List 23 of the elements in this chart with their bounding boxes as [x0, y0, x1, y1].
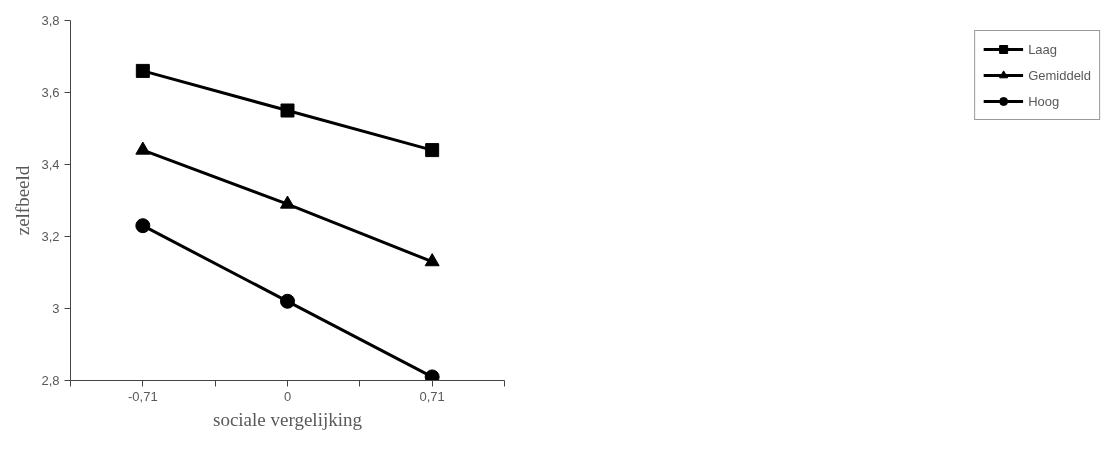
point: [135, 141, 151, 155]
point: [425, 143, 440, 158]
point: [135, 218, 151, 234]
legend-label: Hoog: [1028, 93, 1060, 109]
point: [135, 63, 150, 78]
point: [424, 253, 440, 267]
x-tick-label: 0,71: [419, 388, 445, 404]
point: [280, 195, 295, 209]
x-axis-title: sociale vergelijking: [213, 408, 363, 430]
y-tick-label: 3,2: [41, 229, 60, 244]
point: [280, 293, 295, 309]
point: [280, 103, 295, 118]
y-tick-label: 3,6: [41, 85, 60, 100]
y-tick-label: 3,8: [41, 13, 60, 28]
point: [424, 369, 440, 381]
legend-label: Gemiddeld: [1028, 67, 1091, 83]
x-tick-label: -0,71: [128, 388, 158, 404]
x-tick-label: 0: [283, 388, 292, 404]
y-tick-label: 2,8: [41, 373, 60, 388]
y-tick-label: 3: [52, 301, 60, 316]
y-tick-label: 3,4: [41, 157, 60, 172]
legend-label: Laag: [1028, 41, 1058, 57]
y-axis-title: zelfbeeld: [12, 165, 34, 236]
